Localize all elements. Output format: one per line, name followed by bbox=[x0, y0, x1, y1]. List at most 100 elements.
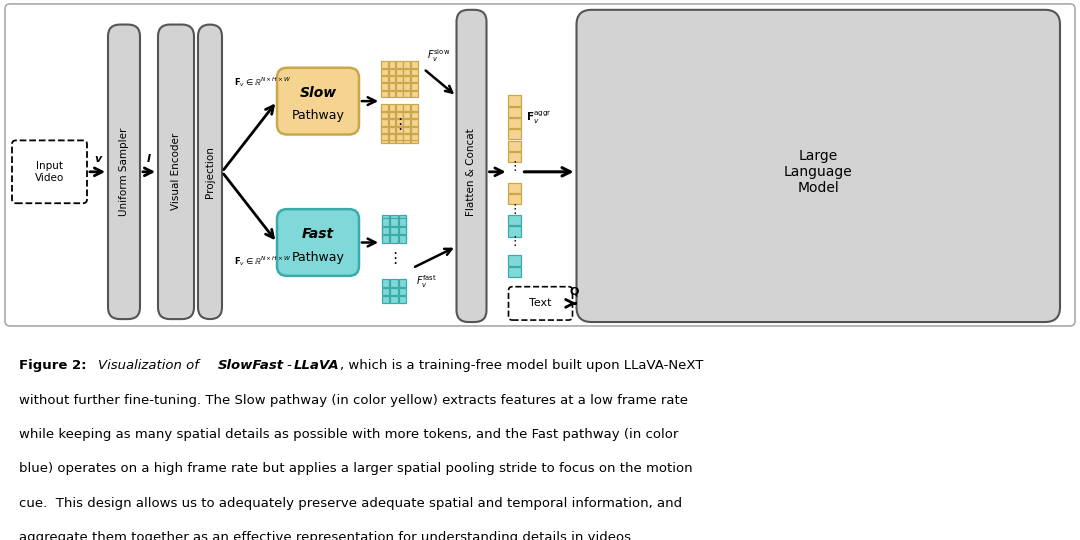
Bar bbox=[389, 119, 395, 126]
Text: , which is a training-free model built upon LLaVA-NeXT: , which is a training-free model built u… bbox=[340, 359, 703, 373]
Bar bbox=[389, 76, 395, 83]
Text: while keeping as many spatial details as possible with more tokens, and the Fast: while keeping as many spatial details as… bbox=[19, 428, 679, 441]
Text: SlowFast: SlowFast bbox=[218, 359, 284, 373]
Bar bbox=[381, 104, 388, 111]
Text: $F_v^{\rm slow}$: $F_v^{\rm slow}$ bbox=[428, 47, 450, 64]
Text: Large
Language
Model: Large Language Model bbox=[784, 148, 852, 195]
Bar bbox=[396, 126, 403, 133]
Bar bbox=[404, 76, 410, 83]
Bar bbox=[399, 235, 406, 242]
Bar bbox=[396, 107, 403, 114]
Bar bbox=[382, 279, 390, 287]
Bar bbox=[381, 107, 388, 114]
Bar bbox=[391, 214, 397, 222]
Bar bbox=[389, 107, 395, 114]
Bar bbox=[509, 255, 522, 266]
Bar bbox=[396, 122, 403, 129]
Text: Projection: Projection bbox=[205, 146, 215, 198]
Bar bbox=[399, 219, 406, 226]
Bar bbox=[404, 83, 410, 90]
Bar bbox=[411, 112, 418, 118]
Bar bbox=[391, 288, 397, 295]
Bar bbox=[399, 288, 406, 295]
Bar bbox=[404, 126, 410, 133]
Bar bbox=[396, 137, 403, 143]
Bar bbox=[411, 134, 418, 140]
Text: ⋮: ⋮ bbox=[392, 117, 407, 132]
Bar bbox=[382, 231, 390, 239]
Bar bbox=[381, 112, 388, 118]
Bar bbox=[411, 137, 418, 143]
Bar bbox=[396, 76, 403, 83]
Text: blue) operates on a high frame rate but applies a larger spatial pooling stride : blue) operates on a high frame rate but … bbox=[19, 462, 693, 475]
Text: ⋮: ⋮ bbox=[509, 160, 522, 173]
Bar bbox=[381, 91, 388, 97]
Bar bbox=[411, 115, 418, 122]
Bar bbox=[389, 112, 395, 118]
Bar bbox=[391, 279, 397, 287]
Text: Figure 2:: Figure 2: bbox=[19, 359, 90, 373]
Bar bbox=[391, 231, 397, 239]
Bar bbox=[411, 69, 418, 75]
Bar bbox=[381, 137, 388, 143]
Bar bbox=[509, 226, 522, 237]
Text: $\mathbf{F}_v^{\rm aggr}$: $\mathbf{F}_v^{\rm aggr}$ bbox=[526, 110, 552, 126]
Bar bbox=[389, 104, 395, 111]
Bar bbox=[411, 83, 418, 90]
Bar bbox=[396, 115, 403, 122]
FancyBboxPatch shape bbox=[509, 287, 572, 320]
Text: Fast: Fast bbox=[302, 227, 334, 241]
Bar bbox=[411, 61, 418, 68]
Bar bbox=[399, 231, 406, 239]
Bar bbox=[396, 69, 403, 75]
FancyBboxPatch shape bbox=[276, 209, 359, 276]
Bar bbox=[389, 69, 395, 75]
Bar bbox=[389, 61, 395, 68]
FancyBboxPatch shape bbox=[108, 24, 140, 319]
Bar bbox=[382, 227, 390, 234]
Bar bbox=[404, 119, 410, 126]
Bar bbox=[509, 118, 522, 128]
Text: I: I bbox=[147, 154, 151, 164]
Bar bbox=[396, 104, 403, 111]
Bar bbox=[389, 126, 395, 133]
Bar bbox=[404, 115, 410, 122]
Bar bbox=[509, 129, 522, 139]
FancyBboxPatch shape bbox=[276, 68, 359, 134]
Bar bbox=[399, 214, 406, 222]
Bar bbox=[404, 104, 410, 111]
Bar bbox=[382, 223, 390, 230]
Text: aggregate them together as an effective representation for understanding details: aggregate them together as an effective … bbox=[19, 531, 635, 540]
FancyBboxPatch shape bbox=[577, 10, 1059, 322]
Text: Visual Encoder: Visual Encoder bbox=[171, 133, 181, 211]
Bar bbox=[509, 183, 522, 193]
Text: Uniform Sampler: Uniform Sampler bbox=[119, 127, 129, 216]
Bar bbox=[381, 130, 388, 136]
Bar bbox=[404, 91, 410, 97]
Bar bbox=[399, 223, 406, 230]
Bar bbox=[404, 107, 410, 114]
Bar bbox=[389, 137, 395, 143]
Bar bbox=[389, 83, 395, 90]
Text: v: v bbox=[94, 154, 102, 164]
Bar bbox=[509, 267, 522, 277]
Text: -: - bbox=[286, 359, 291, 373]
Bar bbox=[404, 137, 410, 143]
FancyBboxPatch shape bbox=[5, 4, 1075, 326]
Bar bbox=[411, 119, 418, 126]
Bar bbox=[411, 130, 418, 136]
Bar bbox=[411, 126, 418, 133]
Bar bbox=[389, 134, 395, 140]
Bar bbox=[382, 235, 390, 242]
Bar bbox=[509, 140, 522, 151]
Text: ⋮: ⋮ bbox=[509, 202, 522, 215]
Bar bbox=[509, 107, 522, 117]
Text: cue.  This design allows us to adequately preserve adequate spatial and temporal: cue. This design allows us to adequately… bbox=[19, 497, 683, 510]
Bar bbox=[411, 91, 418, 97]
Bar bbox=[396, 130, 403, 136]
Bar bbox=[399, 227, 406, 234]
FancyBboxPatch shape bbox=[457, 10, 486, 322]
Bar bbox=[382, 288, 390, 295]
Bar bbox=[411, 107, 418, 114]
Bar bbox=[404, 112, 410, 118]
